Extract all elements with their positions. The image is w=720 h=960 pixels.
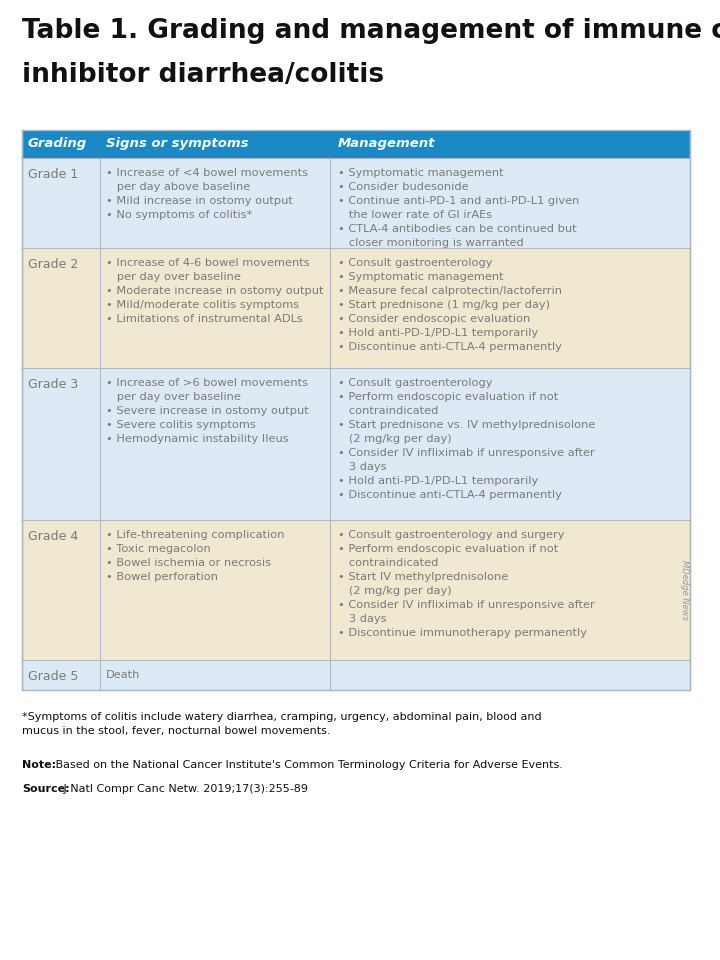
Text: • Symptomatic management
• Consider budesonide
• Continue anti-PD-1 and anti-PD-: • Symptomatic management • Consider bude… [338,168,580,248]
Text: Grade 2: Grade 2 [28,258,78,271]
Bar [22,130,690,690]
Text: Grade 3: Grade 3 [28,378,78,391]
Text: • Life-threatening complication
• Toxic megacolon
• Bowel ischemia or necrosis
•: • Life-threatening complication • Toxic … [106,530,284,582]
Text: • Increase of 4-6 bowel movements
   per day over baseline
• Moderate increase i: • Increase of 4-6 bowel movements per da… [106,258,323,324]
Text: Management: Management [338,137,436,151]
Text: Grading: Grading [28,137,87,151]
Text: Table 1. Grading and management of immune checkpoint: Table 1. Grading and management of immun… [22,18,720,44]
Text: • Consult gastroenterology and surgery
• Perform endoscopic evaluation if not
  : • Consult gastroenterology and surgery •… [338,530,595,638]
Text: • Consult gastroenterology
• Symptomatic management
• Measure fecal calprotectin: • Consult gastroenterology • Symptomatic… [338,258,562,352]
Text: *Symptoms of colitis include watery diarrhea, cramping, urgency, abdominal pain,: *Symptoms of colitis include watery diar… [22,712,541,736]
Text: Based on the National Cancer Institute's Common Terminology Criteria for Adverse: Based on the National Cancer Institute's… [52,760,563,770]
Bar [22,520,690,660]
Text: inhibitor diarrhea/colitis: inhibitor diarrhea/colitis [22,62,384,88]
Text: Grade 4: Grade 4 [28,530,78,543]
Text: Note:: Note: [22,760,56,770]
Text: • Consult gastroenterology
• Perform endoscopic evaluation if not
   contraindic: • Consult gastroenterology • Perform end… [338,378,595,500]
Bar [22,248,690,368]
Text: MDedge News: MDedge News [680,560,688,620]
Bar [22,158,690,248]
Text: Grade 1: Grade 1 [28,168,78,181]
Bar [22,660,690,690]
Text: J Natl Compr Canc Netw. 2019;17(3):255-89: J Natl Compr Canc Netw. 2019;17(3):255-8… [60,784,308,794]
Text: Source:: Source: [22,784,70,794]
Text: Grade 5: Grade 5 [28,670,78,683]
Text: Death: Death [106,670,140,680]
Text: • Increase of >6 bowel movements
   per day over baseline
• Severe increase in o: • Increase of >6 bowel movements per day… [106,378,309,444]
Text: Signs or symptoms: Signs or symptoms [106,137,248,151]
Bar [22,368,690,520]
Text: • Increase of <4 bowel movements
   per day above baseline
• Mild increase in os: • Increase of <4 bowel movements per day… [106,168,308,220]
Bar [22,130,690,158]
